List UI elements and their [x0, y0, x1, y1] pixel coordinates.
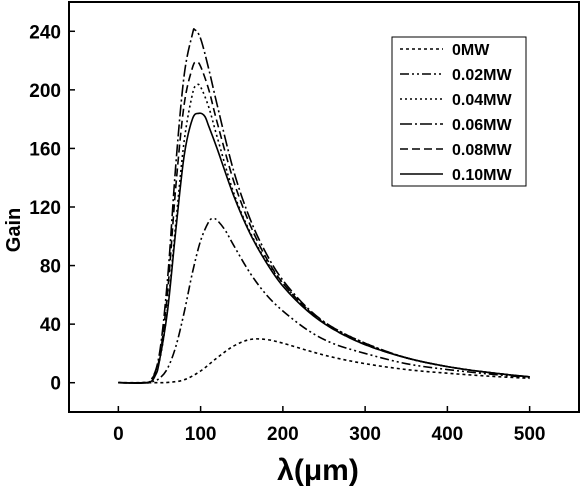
- series-line: [118, 28, 530, 384]
- y-tick-label: 80: [40, 257, 61, 278]
- y-tick-label: 200: [29, 81, 61, 102]
- series-line: [118, 112, 530, 385]
- series-lines: [118, 28, 530, 385]
- x-axis-label: λ(μm): [277, 454, 359, 487]
- x-tick-label: 400: [432, 424, 464, 445]
- x-tick-label: 0: [113, 424, 124, 445]
- legend-entry: 0.10MW: [452, 167, 512, 184]
- legend-entry: 0.02MW: [452, 67, 512, 84]
- y-tick-label: 160: [29, 139, 61, 160]
- series-line: [118, 338, 530, 384]
- y-axis-label: Gain: [3, 208, 25, 252]
- x-tick-label: 100: [185, 424, 217, 445]
- y-tick-label: 240: [29, 22, 61, 43]
- legend: 0MW 0.02MW 0.04MW 0.06MW 0.08MW 0.10MW: [391, 36, 527, 187]
- x-tick-label: 300: [349, 424, 381, 445]
- series-line: [118, 83, 530, 384]
- y-tick-label: 40: [40, 315, 61, 336]
- series-line: [118, 217, 530, 384]
- x-tick-label: 200: [267, 424, 299, 445]
- y-tick-label: 120: [29, 198, 61, 219]
- legend-entry: 0.04MW: [452, 92, 512, 109]
- legend-entry: 0MW: [452, 42, 490, 59]
- y-tick-label: 0: [50, 374, 61, 395]
- legend-entry: 0.06MW: [452, 117, 512, 134]
- legend-box: [391, 36, 527, 187]
- axis-ticks: 0 100 200 300 400 500 0 40 80 120 160 200 240: [29, 22, 545, 445]
- x-tick-label: 500: [514, 424, 546, 445]
- legend-entry: 0.08MW: [452, 142, 512, 159]
